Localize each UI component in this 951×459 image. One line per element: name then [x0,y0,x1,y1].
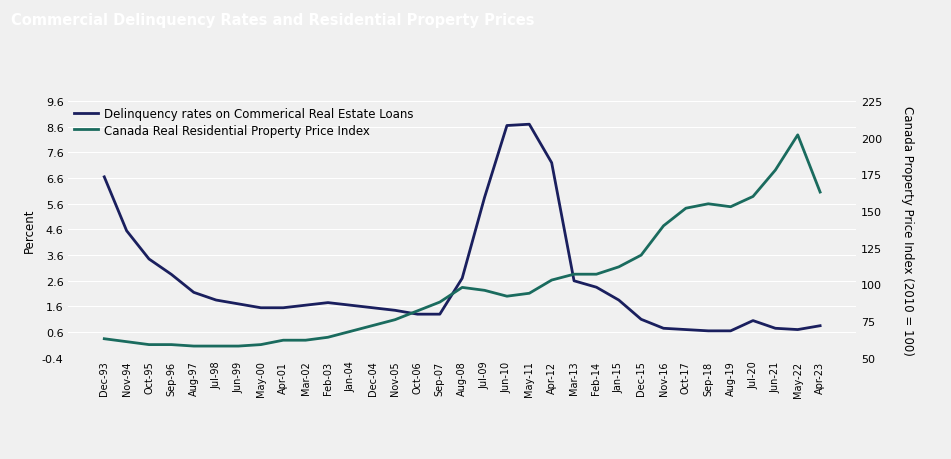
Y-axis label: Percent: Percent [24,208,36,252]
Text: Commercial Delinquency Rates and Residential Property Prices: Commercial Delinquency Rates and Residen… [11,13,534,28]
Y-axis label: Canada Property Price Index (2010 = 100): Canada Property Price Index (2010 = 100) [902,105,915,355]
Legend: Delinquency rates on Commerical Real Estate Loans, Canada Real Residential Prope: Delinquency rates on Commerical Real Est… [74,108,414,137]
